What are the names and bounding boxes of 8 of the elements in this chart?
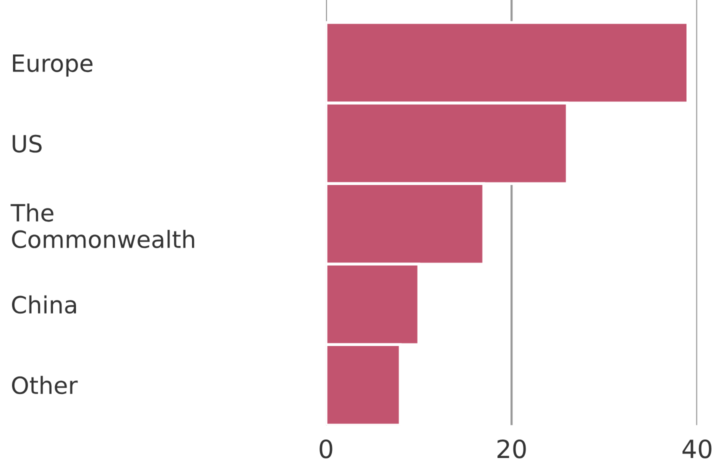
y-tick-label: China (12, 295, 76, 314)
y-tick-label: The Commonwealth (10, 203, 194, 248)
y-tick-label: Other (12, 376, 78, 394)
x-tick-label: 0 (320, 439, 332, 458)
y-tick-label: Europe (13, 54, 92, 77)
y-tick-label: US (12, 134, 42, 153)
x-tick-label: 20 (498, 439, 526, 458)
x-tick-label: 40 (682, 439, 712, 458)
